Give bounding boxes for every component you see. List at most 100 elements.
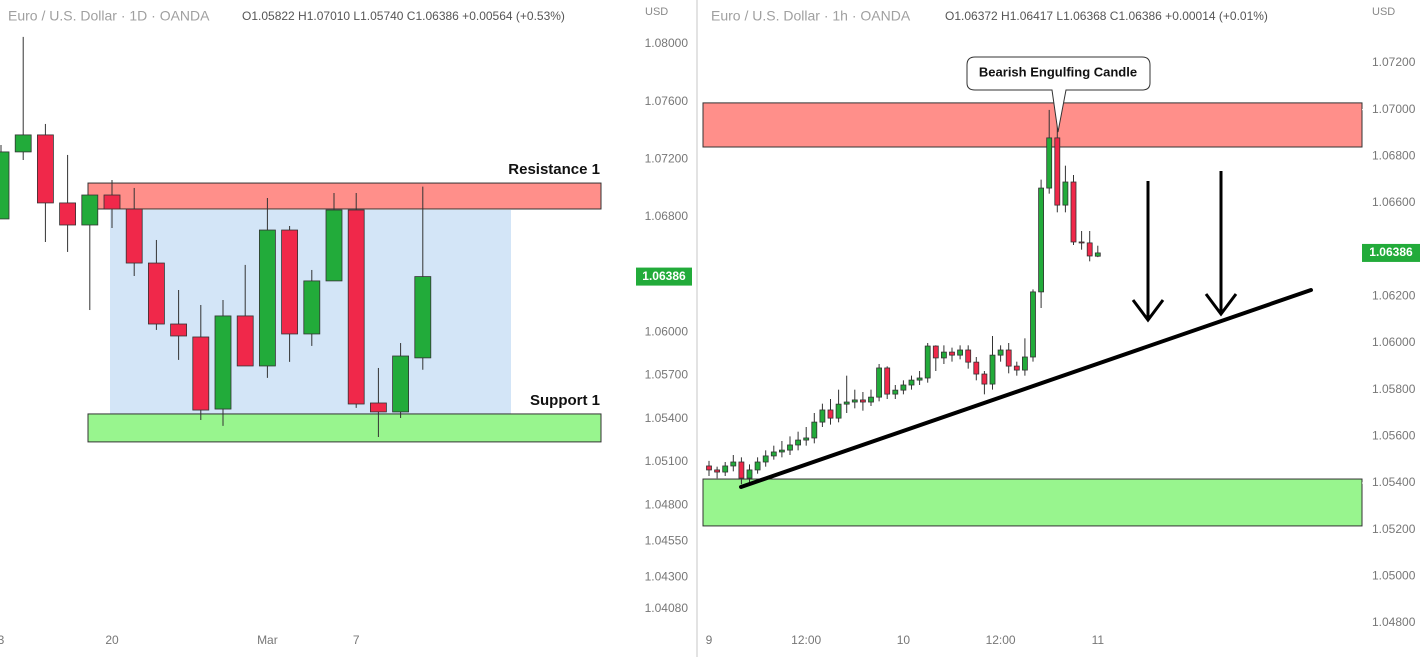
y-tick-label: 1.06800 (1372, 149, 1416, 163)
y-tick-label: 1.05400 (645, 411, 689, 425)
candle-body (281, 229, 299, 335)
candle-body (347, 209, 365, 405)
candle-body (924, 345, 931, 379)
candle-body (754, 461, 761, 471)
y-tick-label: 1.07200 (1372, 55, 1416, 69)
axis-unit: USD (645, 6, 668, 18)
candle-body (908, 379, 915, 386)
candle-body (325, 209, 343, 282)
x-tick-label: Mar (257, 633, 278, 647)
chart-title: Euro / U.S. Dollar · 1D · OANDA (8, 8, 210, 24)
y-tick-label: 1.06800 (645, 209, 689, 223)
candle-body (738, 461, 745, 479)
candle-body (392, 355, 410, 413)
candle-body (1054, 137, 1061, 206)
candle-body (965, 349, 972, 363)
y-tick-label: 1.06200 (1372, 289, 1416, 303)
y-tick-label: 1.06000 (1372, 335, 1416, 349)
candle-body (843, 401, 850, 405)
candle-body (730, 461, 737, 467)
y-tick-label: 1.04800 (1372, 615, 1416, 629)
candle-body (103, 194, 121, 210)
y-tick-label: 1.04300 (645, 569, 689, 583)
y-tick-label: 1.05200 (1372, 522, 1416, 536)
zone (702, 102, 1363, 148)
candle-body (722, 465, 729, 473)
candle-body (827, 409, 834, 419)
candle-body (770, 451, 777, 457)
candle-body (811, 421, 818, 439)
candle-body (892, 389, 899, 395)
candle-body (303, 280, 321, 335)
chart-title: Euro / U.S. Dollar · 1h · OANDA (711, 8, 911, 24)
candle-body (214, 315, 232, 410)
y-tick-label: 1.07000 (1372, 102, 1416, 116)
candle-body (1005, 349, 1012, 367)
y-tick-label: 1.05100 (645, 454, 689, 468)
candle-body (1013, 365, 1020, 371)
y-tick-label: 1.06600 (1372, 195, 1416, 209)
y-tick-label: 1.07200 (645, 151, 689, 165)
candle-body (803, 437, 810, 441)
axis-unit: USD (1372, 6, 1395, 18)
candle-body (706, 465, 712, 471)
zone (87, 413, 602, 443)
candle-body (981, 373, 988, 385)
y-tick-label: 1.06000 (645, 324, 689, 338)
callout (966, 56, 1151, 133)
y-tick-label: 1.04800 (645, 497, 689, 511)
candle-body (14, 134, 32, 153)
trend-line (739, 288, 1313, 489)
candle-body (941, 351, 947, 359)
candle-body (1078, 241, 1085, 244)
candle-body (819, 409, 826, 423)
candle-body (795, 439, 801, 446)
price-tag (636, 267, 692, 286)
candle-body (1046, 137, 1053, 189)
arrow (1204, 171, 1238, 317)
x-tick-label: 20 (105, 633, 119, 647)
zone-label: Resistance 1 (508, 161, 600, 178)
candle-body (900, 384, 907, 391)
y-tick-label: 1.05800 (1372, 382, 1416, 396)
x-tick-label: 11 (1092, 633, 1105, 647)
candle-body (746, 469, 753, 479)
x-tick-label: 9 (706, 633, 713, 647)
candle-body (1094, 252, 1101, 257)
x-tick-label: 10 (897, 633, 911, 647)
x-tick-label: 12:00 (791, 633, 821, 647)
candle-body (916, 377, 923, 381)
annotation: Bearish Engulfing Candle (979, 64, 1137, 79)
candle-body (787, 444, 793, 451)
zone (87, 182, 602, 210)
candle-body (1022, 356, 1028, 371)
candle-body (147, 262, 165, 325)
candle-body (762, 455, 769, 463)
zone-label: Support 1 (530, 392, 600, 409)
chart-subtitle: O1.05822 H1.07010 L1.05740 C1.06386 +0.0… (242, 9, 565, 23)
plots: Resistance 1 Support 1 Euro / U.S. Dollar … (0, 6, 1420, 647)
candle-body (170, 323, 188, 337)
candle-body (876, 367, 882, 398)
price-tag (1362, 243, 1420, 262)
candle-body (714, 469, 720, 473)
candle-body (997, 349, 1004, 356)
candle-body (414, 276, 432, 359)
candle-body (835, 403, 842, 419)
price-tag-label: 1.06386 (642, 269, 686, 283)
x-tick-label: 3 (0, 633, 5, 647)
candle-body (369, 402, 387, 413)
y-tick-label: 1.05000 (1372, 569, 1416, 583)
candle-body (59, 202, 76, 226)
candle-body (1030, 291, 1036, 358)
y-tick-label: 1.05400 (1372, 475, 1416, 489)
zone (702, 478, 1363, 527)
y-tick-label: 1.05700 (645, 368, 689, 382)
y-tick-label: 1.08000 (645, 36, 689, 50)
arrow (1131, 181, 1165, 323)
y-tick-label: 1.05600 (1372, 429, 1416, 443)
candle-body (0, 151, 10, 220)
candle-body (125, 208, 143, 264)
